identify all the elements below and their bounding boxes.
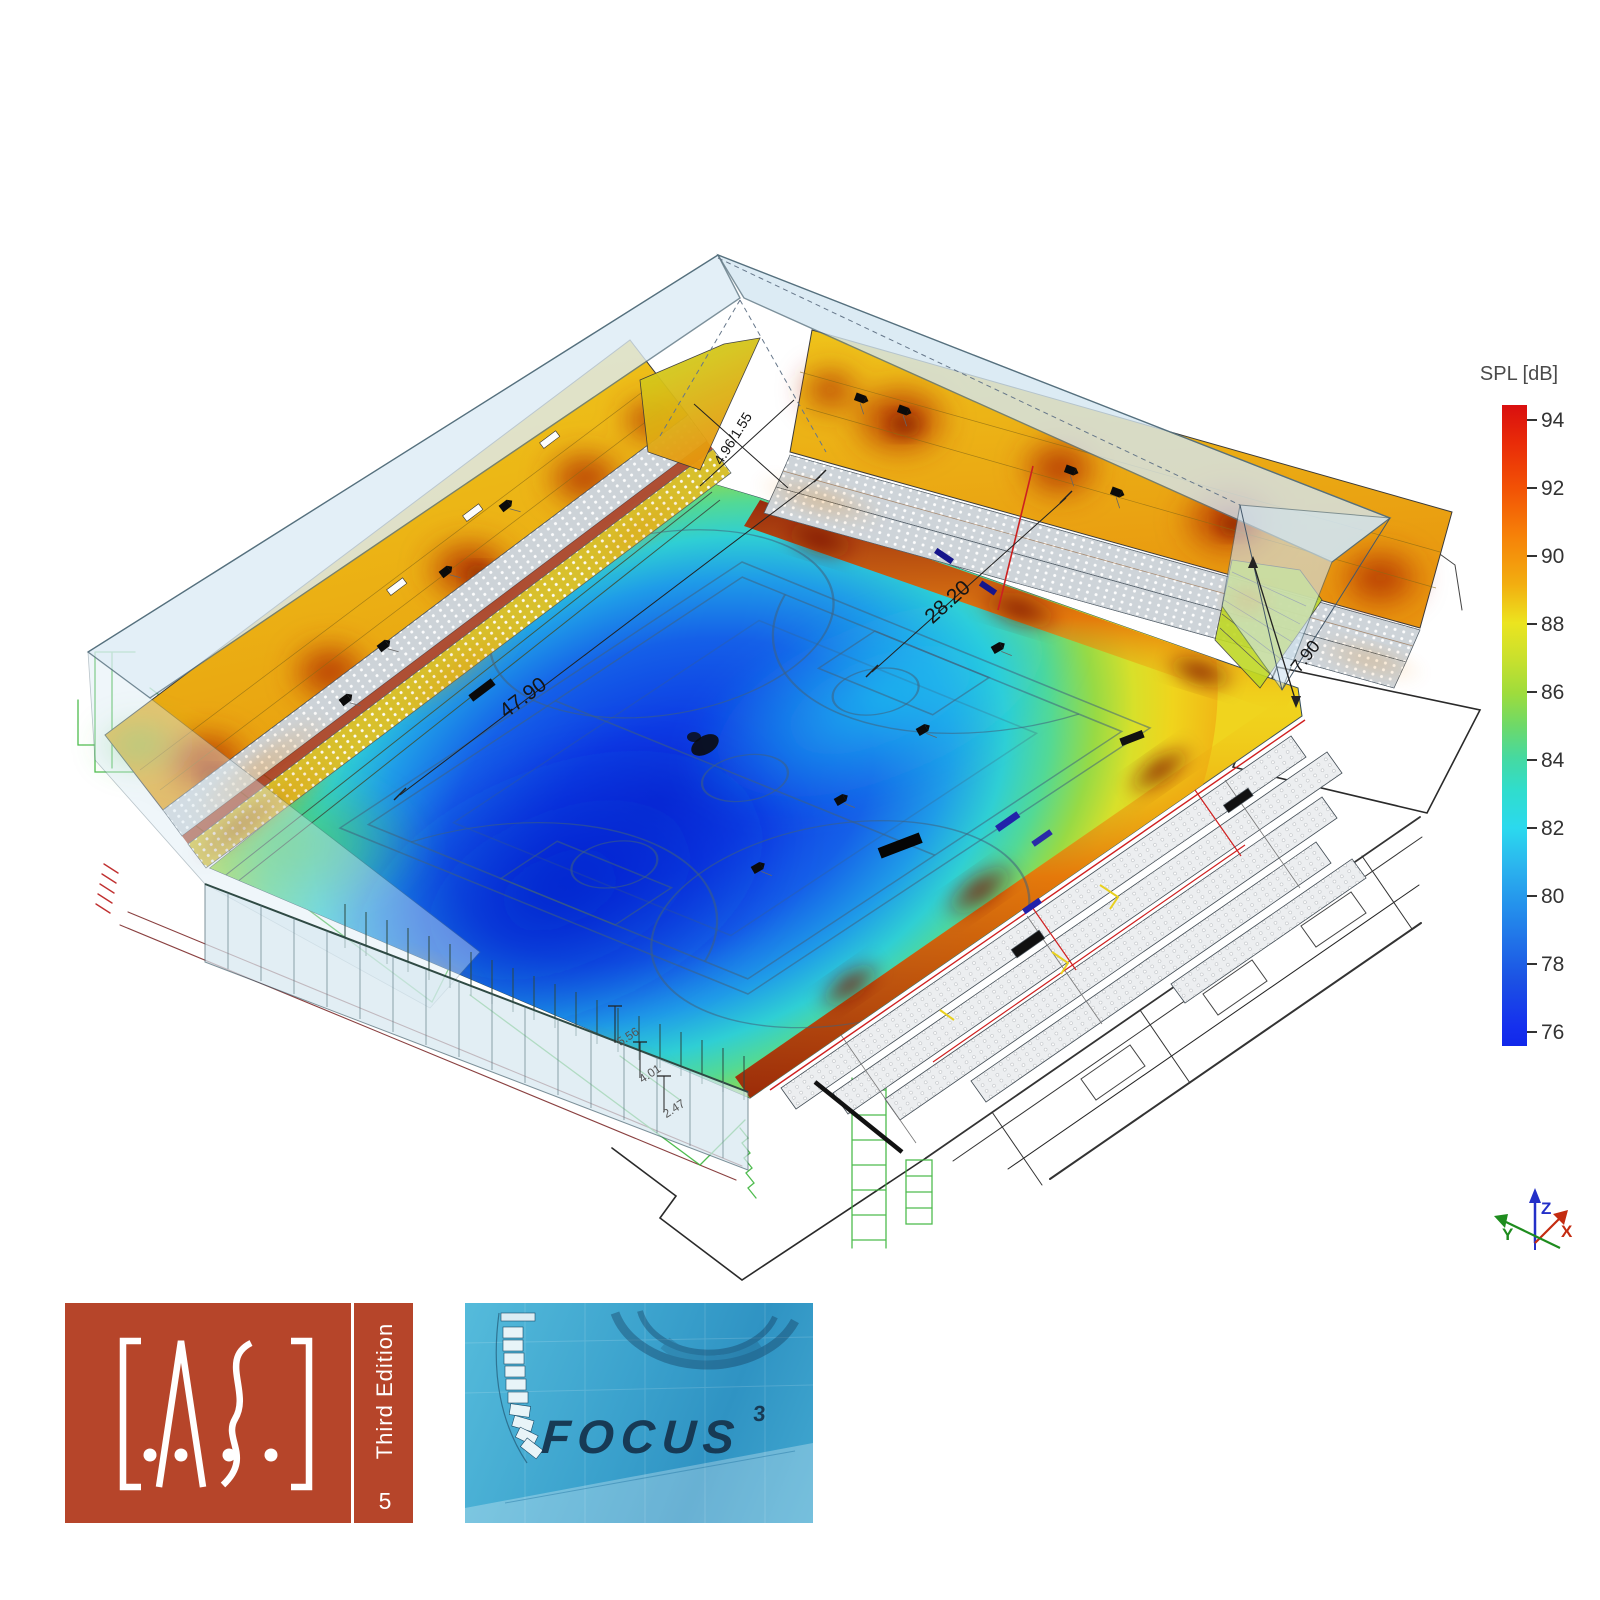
spl-map-3d-view[interactable]: 47.90 28.20 7.90 4.96/1.55 5.56 4.01 2.4…	[0, 216, 1482, 1383]
legend-tick: 78	[1541, 953, 1564, 976]
roof-structure	[86, 253, 1392, 1009]
line-array-graphic	[495, 1312, 544, 1464]
spl-legend: SPL [dB] 94 92 90 88 86 84 82 80 78 76	[1480, 363, 1565, 1046]
ease-edition-label: Third Edition	[372, 1322, 397, 1460]
orientation-axes-icon: Z X Y	[1494, 1188, 1573, 1250]
legend-tick: 88	[1541, 613, 1564, 636]
legend-tick: 84	[1541, 749, 1565, 772]
court-markings	[338, 529, 1152, 1029]
loudspeakers	[338, 392, 1145, 884]
ease-letter-e2	[291, 1337, 313, 1491]
seating-rows-southeast	[769, 719, 1367, 1154]
ease-logo: Third Edition 5	[65, 1303, 413, 1523]
focus-sup: 3	[752, 1401, 766, 1426]
ease-version-label: 5	[378, 1488, 392, 1514]
axis-x-label: X	[1561, 1222, 1573, 1241]
glass-facade	[204, 883, 749, 1171]
venue-arc	[610, 1311, 799, 1370]
ease-logo-strip: Third Edition 5	[357, 1303, 413, 1523]
legend-tick: 94	[1541, 409, 1565, 432]
legend-title: SPL [dB]	[1480, 363, 1558, 385]
legend-tick: 82	[1541, 817, 1564, 840]
ease-letter-e1	[119, 1337, 141, 1491]
axis-y-label: Y	[1502, 1225, 1514, 1244]
focus-wordmark: FOCUS	[540, 1410, 743, 1463]
ease-wordmark	[119, 1337, 313, 1491]
seating-rows-northwest	[162, 414, 732, 869]
spl-colorbar	[1502, 405, 1527, 1046]
legend-tick: 86	[1541, 681, 1564, 704]
ease-logo-divider	[351, 1303, 354, 1523]
legend-tick: 80	[1541, 885, 1564, 908]
ease-letter-s	[220, 1340, 253, 1488]
focus-logo: FOCUS 3	[465, 1303, 813, 1523]
legend-tick: 90	[1541, 545, 1564, 568]
ease-letter-a	[155, 1340, 207, 1488]
legend-tick: 76	[1541, 1021, 1564, 1044]
legend-tick: 92	[1541, 477, 1564, 500]
axis-z-label: Z	[1541, 1199, 1551, 1218]
